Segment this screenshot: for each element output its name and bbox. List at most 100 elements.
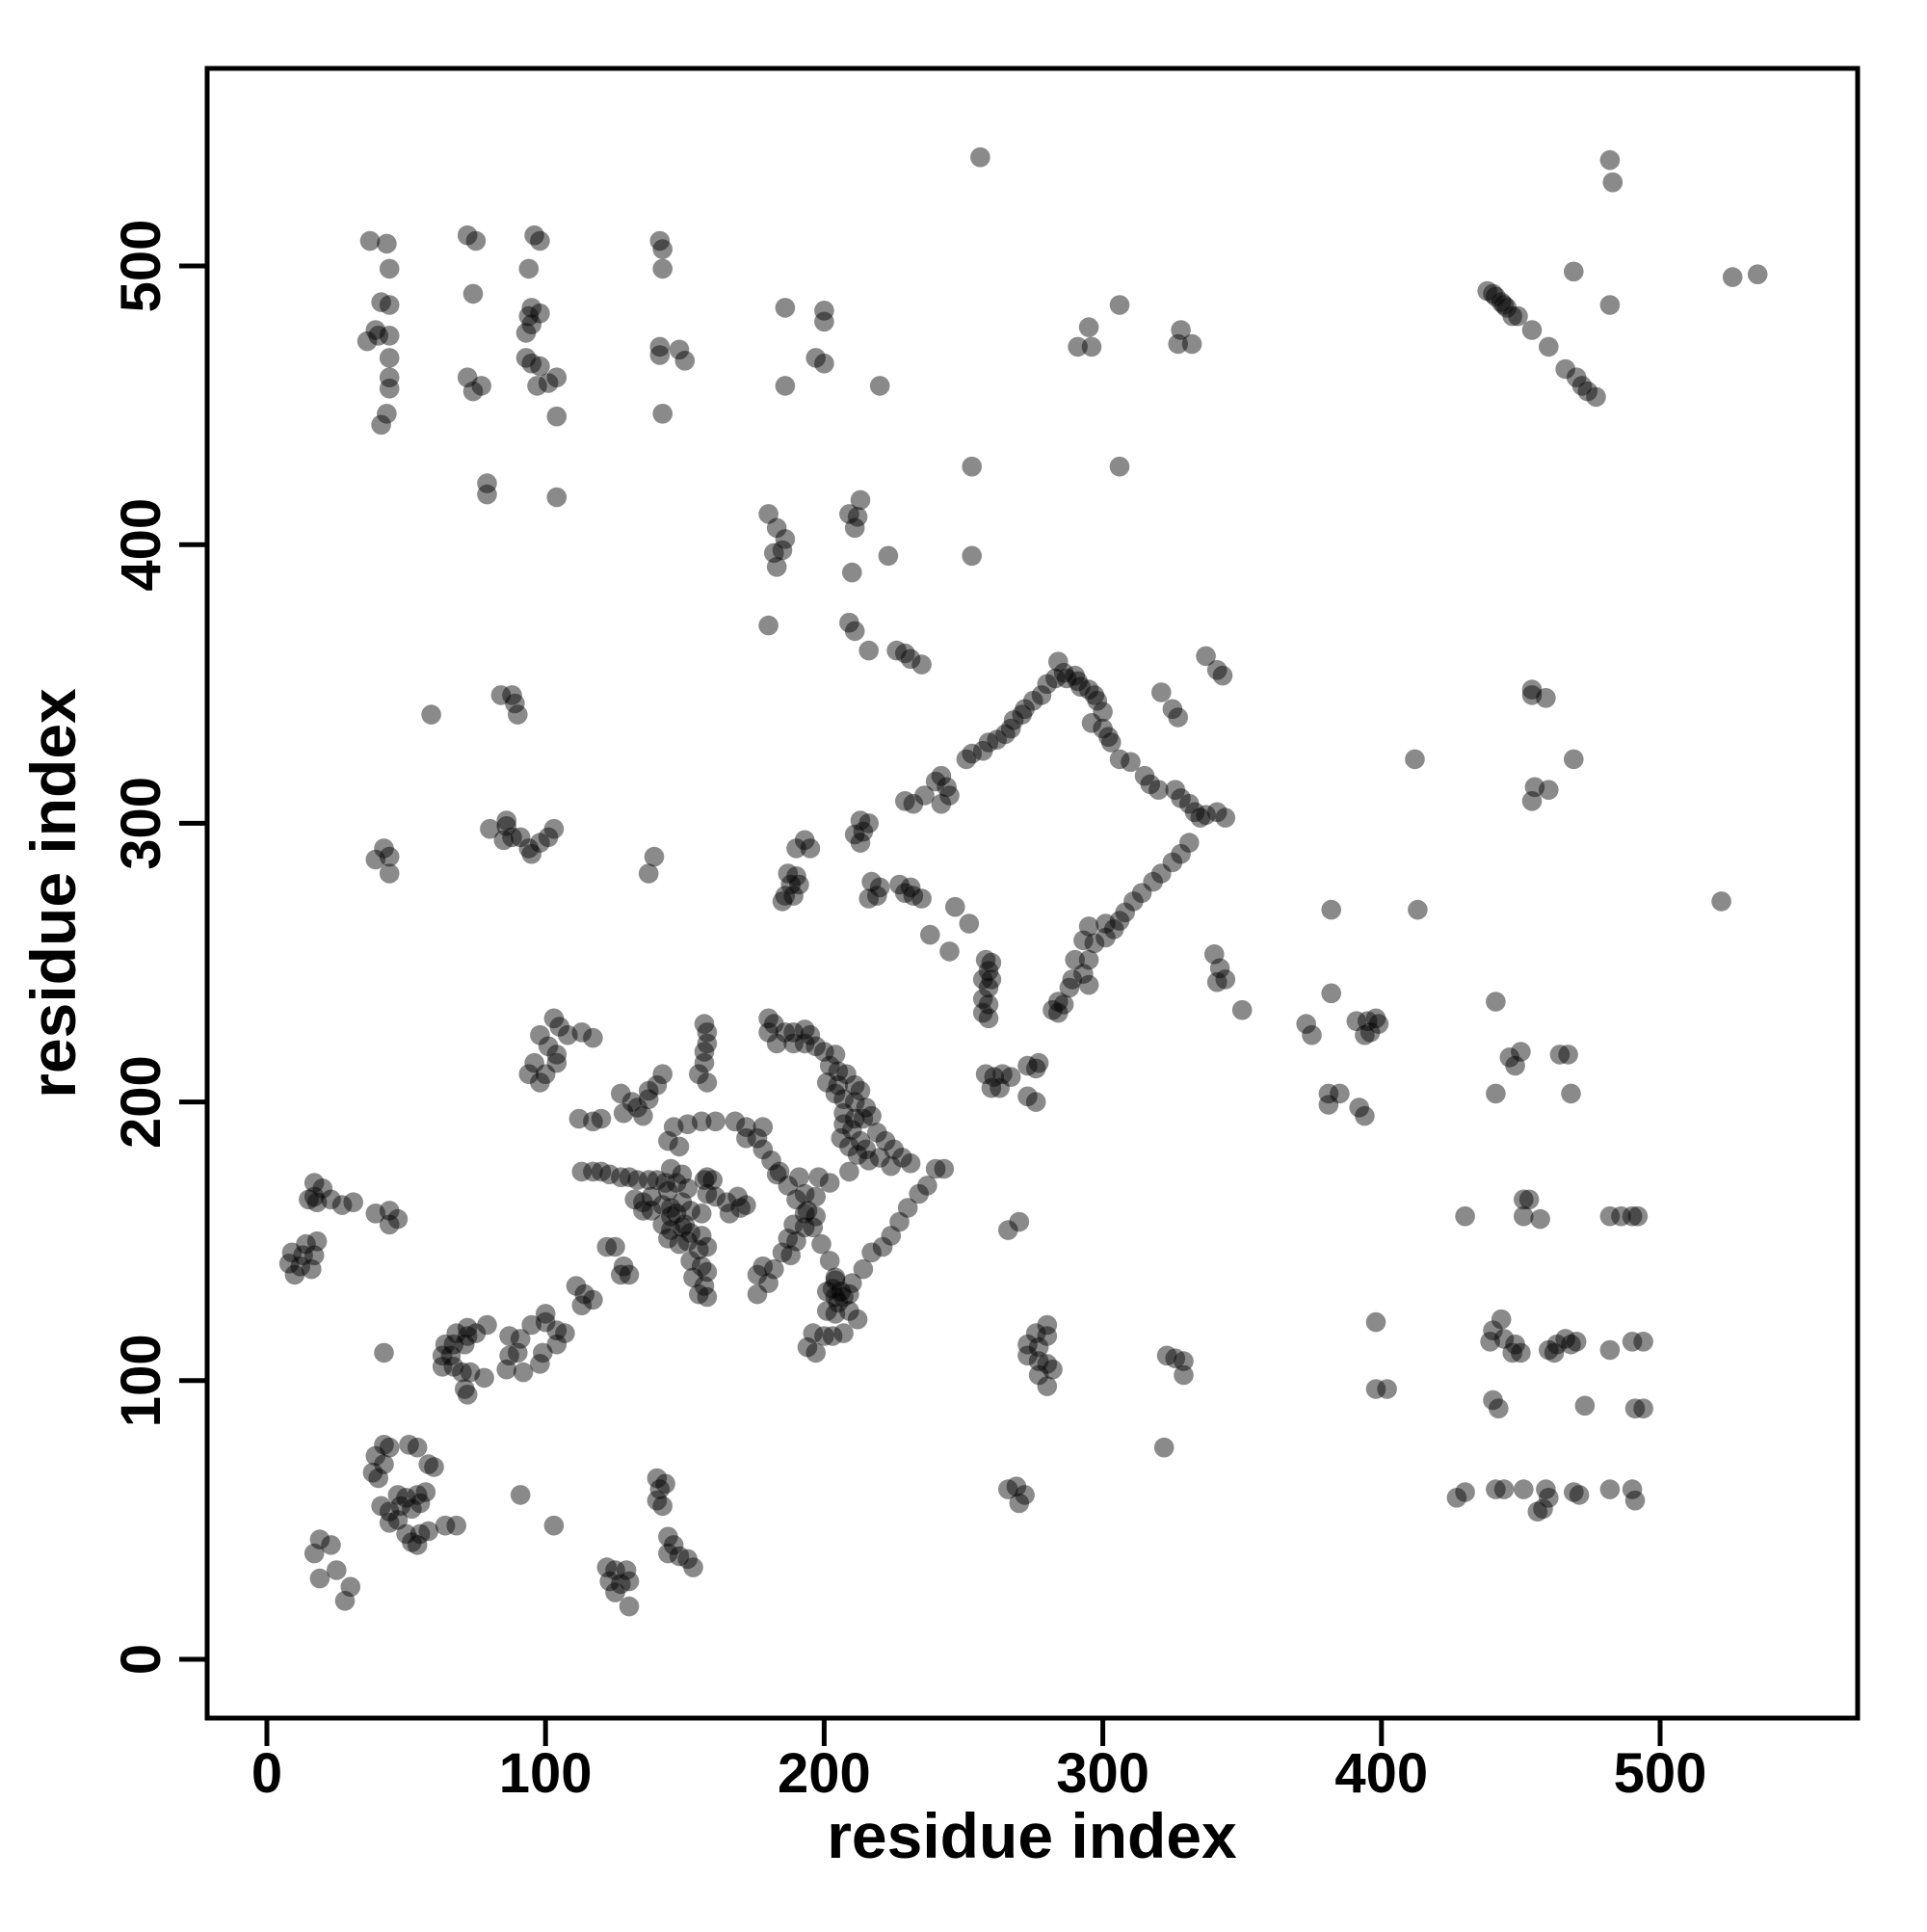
data-point: [917, 1176, 937, 1196]
data-point: [861, 1105, 882, 1126]
data-point: [727, 1186, 748, 1207]
data-point: [1571, 376, 1593, 396]
data-point: [736, 1127, 756, 1149]
data-point: [789, 874, 809, 895]
data-point: [1599, 295, 1621, 315]
data-point: [1549, 1045, 1571, 1065]
data-point: [1078, 949, 1099, 970]
data-point: [619, 1571, 640, 1592]
data-point: [897, 1198, 918, 1218]
data-point: [995, 724, 1016, 745]
data-point: [611, 1574, 631, 1595]
data-point: [1622, 1332, 1643, 1352]
data-point: [833, 1323, 854, 1343]
data-point: [736, 1117, 756, 1137]
data-point: [1093, 701, 1113, 722]
data-point: [566, 1276, 587, 1296]
data-point: [306, 1231, 328, 1252]
data-point: [805, 1186, 826, 1207]
data-point: [321, 1189, 341, 1210]
data-point: [652, 1214, 673, 1235]
data-point: [1037, 1376, 1058, 1396]
data-point: [758, 504, 779, 524]
data-point: [641, 1201, 662, 1221]
data-point: [1196, 805, 1216, 825]
data-point: [1206, 660, 1227, 680]
data-point: [518, 838, 540, 859]
data-point: [1095, 927, 1116, 948]
data-point: [1209, 958, 1230, 979]
data-point: [521, 298, 541, 318]
data-point: [443, 1334, 464, 1355]
data-point: [1524, 777, 1545, 798]
data-point: [1184, 802, 1205, 823]
data-point: [1586, 386, 1606, 408]
data-point: [1599, 1339, 1621, 1361]
data-point: [1153, 1437, 1175, 1458]
data-point: [535, 1304, 556, 1324]
data-point: [805, 348, 826, 368]
data-point: [647, 1490, 668, 1511]
data-point: [869, 376, 890, 396]
data-point: [869, 1148, 890, 1168]
data-point: [1109, 295, 1130, 315]
data-point: [758, 1022, 779, 1043]
data-point: [619, 1596, 640, 1617]
data-point: [1539, 336, 1559, 357]
data-point: [538, 827, 559, 848]
data-point: [1505, 1055, 1525, 1076]
data-point: [379, 258, 400, 279]
data-point: [518, 1064, 540, 1084]
data-point: [396, 1523, 416, 1545]
data-point: [1162, 852, 1183, 873]
data-point: [647, 1074, 668, 1096]
data-point: [1009, 1211, 1030, 1232]
data-point: [309, 1568, 330, 1589]
data-point: [939, 785, 960, 806]
data-point: [853, 1258, 874, 1280]
data-point: [1015, 1485, 1035, 1505]
x-axis-tick-labels: 0 100 200 300 400 500: [251, 1742, 1707, 1805]
data-point: [978, 732, 999, 753]
data-point: [683, 1267, 703, 1288]
x-axis-label: residue index: [827, 1800, 1237, 1871]
data-point: [677, 1231, 698, 1252]
data-point: [920, 924, 940, 945]
data-point: [867, 886, 887, 906]
data-point: [811, 1233, 832, 1255]
data-point: [1358, 1011, 1378, 1031]
data-point: [368, 1468, 389, 1489]
data-point: [794, 1183, 815, 1204]
data-point: [972, 740, 993, 761]
data-point: [1000, 718, 1021, 739]
data-point: [538, 1036, 559, 1057]
data-point: [747, 1284, 768, 1305]
data-point: [764, 543, 784, 564]
data-point: [786, 866, 806, 887]
data-point: [783, 886, 804, 906]
data-point: [975, 949, 996, 970]
data-point: [825, 1270, 846, 1290]
data-point: [371, 1495, 391, 1517]
data-point: [691, 1226, 712, 1246]
data-point: [530, 356, 550, 377]
data-point: [1098, 727, 1119, 747]
data-point: [766, 517, 787, 539]
data-point: [766, 1164, 787, 1185]
data-point: [304, 1245, 325, 1265]
data-point: [752, 1117, 774, 1137]
data-point: [1539, 1339, 1559, 1361]
data-point: [655, 1173, 675, 1193]
data-point: [674, 1214, 696, 1235]
data-point: [998, 1479, 1018, 1499]
data-point: [853, 821, 874, 842]
data-point: [1296, 1014, 1316, 1034]
data-point: [669, 339, 690, 360]
y-tick-label: 500: [110, 220, 172, 313]
data-point: [1508, 305, 1528, 327]
data-point: [1017, 1086, 1038, 1107]
data-point: [1028, 1052, 1049, 1073]
data-point: [379, 1201, 400, 1221]
data-point: [633, 1192, 653, 1212]
x-tick-label: 200: [778, 1742, 871, 1805]
